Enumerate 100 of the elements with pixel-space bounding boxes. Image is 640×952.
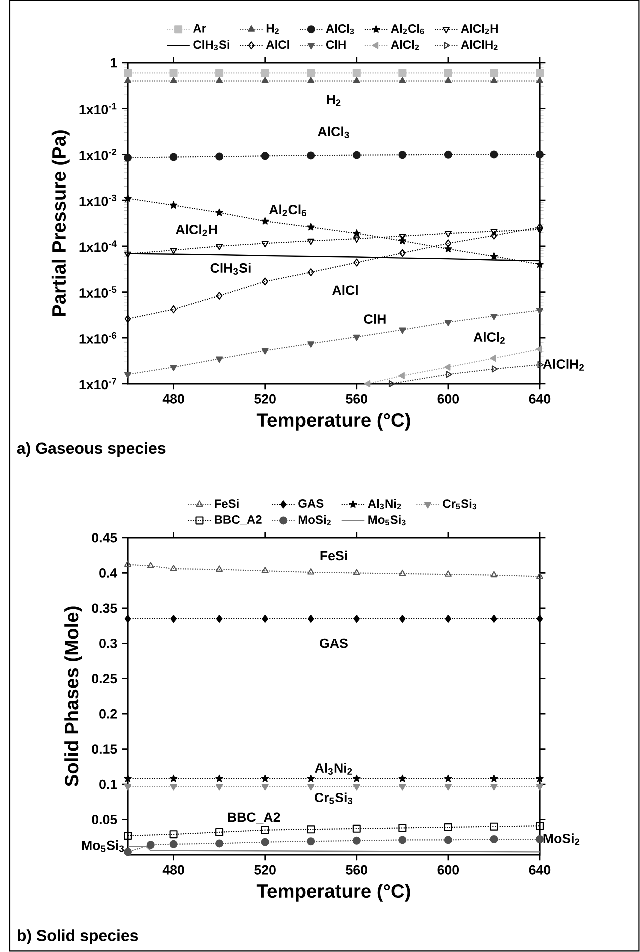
point — [490, 774, 498, 782]
point — [124, 784, 132, 791]
y-tick-label: 1x10$^{-3}$ — [80, 194, 117, 206]
point — [491, 615, 498, 624]
annotation: FeSi — [320, 550, 348, 561]
legend-label: MoSi$_{2}$ — [298, 515, 331, 526]
point — [353, 569, 360, 576]
legend-label: Al$_{3}$Ni$_{2}$ — [368, 499, 402, 510]
point — [491, 232, 498, 240]
point — [147, 562, 154, 568]
point — [307, 69, 316, 78]
point — [216, 840, 224, 848]
point — [216, 784, 224, 791]
point — [262, 278, 268, 286]
point — [262, 784, 269, 791]
point — [490, 150, 498, 159]
point — [262, 77, 269, 84]
point — [400, 249, 406, 258]
y-tick-label: 0.1 — [100, 780, 118, 790]
point — [445, 615, 452, 624]
point — [170, 564, 178, 572]
point — [216, 244, 224, 250]
text: b) Solid species — [18, 930, 138, 945]
legend-label: FeSi — [215, 499, 239, 508]
point — [308, 568, 315, 575]
point — [444, 150, 452, 159]
point — [352, 836, 361, 845]
point — [536, 260, 544, 268]
y-tick-label: 0.2 — [100, 709, 118, 719]
point — [262, 217, 270, 225]
y-axis-title: Partial Pressure (Pa) — [52, 130, 70, 316]
annotation: AlCl$_{2}$H — [176, 224, 217, 236]
point — [170, 365, 178, 372]
legend-label: AlCl$_{2}$H — [461, 24, 498, 34]
point — [261, 69, 270, 78]
y-tick-label: 0.3 — [100, 638, 118, 648]
point — [216, 292, 223, 300]
point — [308, 342, 315, 348]
point — [307, 838, 316, 846]
point — [536, 822, 544, 830]
point — [399, 77, 406, 84]
y-tick-label: 1x10$^{-1}$ — [80, 103, 117, 115]
point — [216, 69, 224, 78]
point — [444, 245, 452, 253]
point — [399, 570, 406, 576]
point — [490, 314, 498, 320]
point — [352, 69, 361, 78]
annotation: BBC_A2 — [228, 812, 280, 824]
point — [262, 774, 270, 782]
point — [146, 841, 155, 850]
y-tick-label: 0.05 — [92, 815, 118, 824]
point — [216, 828, 224, 836]
annotation: H$_{2}$ — [327, 94, 341, 106]
point — [444, 836, 452, 844]
point — [170, 774, 178, 782]
point — [536, 308, 544, 315]
point — [216, 152, 224, 161]
point — [308, 784, 315, 791]
legend-label: Al$_{2}$Cl$_{6}$ — [391, 24, 424, 34]
annotation: AlCl — [332, 285, 358, 296]
legend-label: ClH — [326, 40, 346, 50]
point — [444, 69, 452, 78]
point — [124, 77, 132, 84]
point — [308, 268, 314, 276]
point — [400, 615, 406, 624]
annotation: Al$_{3}$Ni$_{2}$ — [315, 763, 352, 775]
annotation: ClH$_{3}$Si — [210, 263, 251, 275]
point — [536, 223, 544, 232]
point — [170, 784, 178, 791]
point — [398, 69, 407, 78]
point — [170, 840, 178, 848]
point — [261, 826, 270, 834]
y-axis-title: Solid Phases (Mole) — [64, 606, 83, 787]
point — [492, 366, 498, 373]
point — [124, 194, 132, 202]
point — [352, 151, 361, 160]
point — [124, 315, 132, 324]
point — [170, 77, 178, 84]
x-tick-label: 600 — [438, 865, 460, 875]
point — [307, 152, 316, 160]
y-tick-label: 0.35 — [92, 604, 118, 614]
point — [364, 380, 371, 388]
annotation: GAS — [320, 638, 348, 648]
point — [536, 77, 544, 84]
point — [490, 784, 498, 791]
y-tick-label: 0.4 — [100, 568, 118, 578]
text: Mo$_{5}$Si$_{3}$ — [82, 840, 124, 852]
legend-label: Cr$_{5}$Si$_{3}$ — [443, 499, 477, 510]
point — [446, 371, 452, 378]
y-tick-label: 0.25 — [92, 674, 118, 684]
point — [399, 784, 406, 791]
point — [353, 230, 361, 237]
x-tick-label: 560 — [346, 865, 368, 875]
point — [388, 380, 396, 388]
point — [536, 69, 544, 78]
point — [444, 364, 451, 371]
point — [490, 229, 498, 236]
point — [262, 567, 269, 574]
point — [490, 77, 498, 84]
point — [490, 835, 498, 844]
